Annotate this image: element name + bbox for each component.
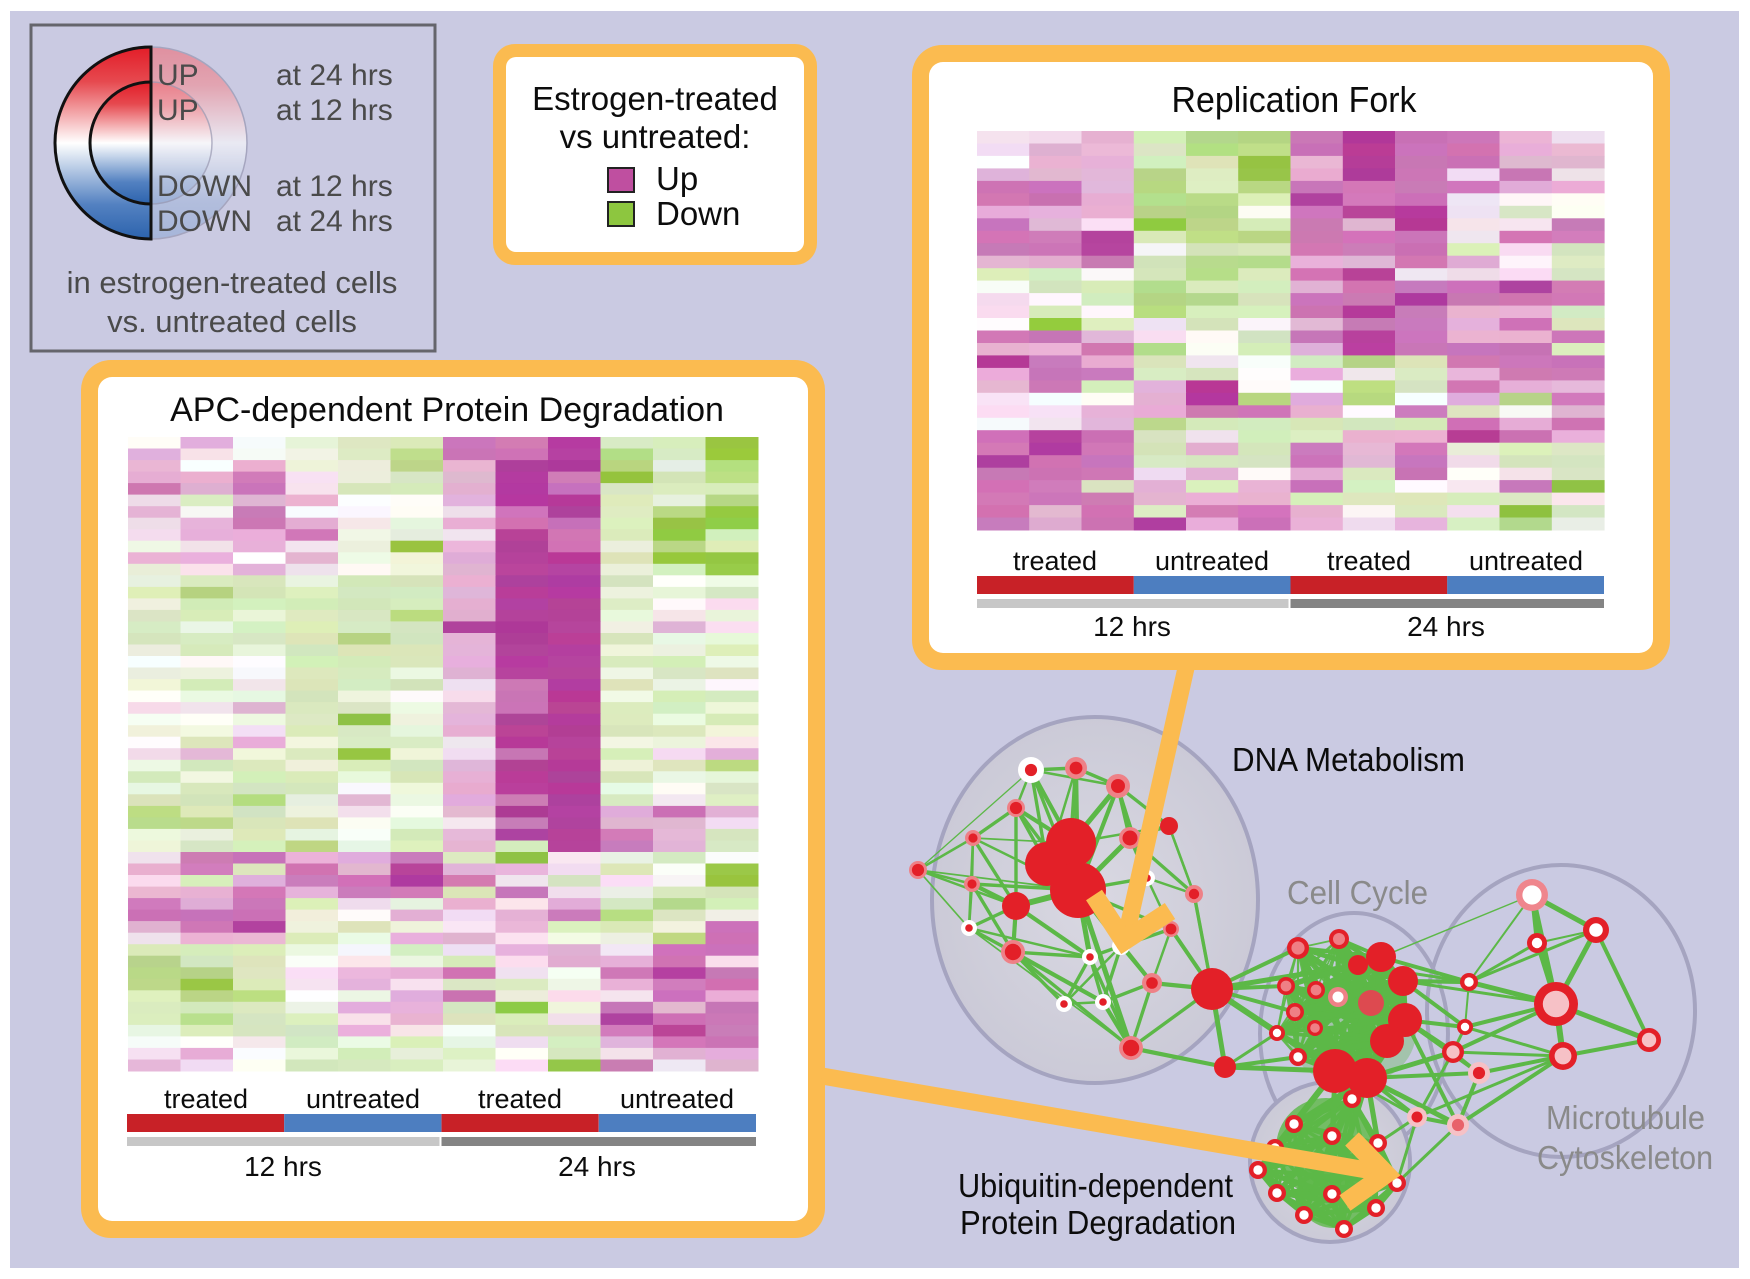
svg-text:untreated: untreated xyxy=(306,1084,420,1114)
svg-text:DNA Metabolism: DNA Metabolism xyxy=(1232,741,1465,778)
svg-text:Microtubule: Microtubule xyxy=(1546,1099,1705,1136)
svg-text:24 hrs: 24 hrs xyxy=(558,1151,636,1182)
svg-text:UP: UP xyxy=(157,94,199,127)
svg-text:untreated: untreated xyxy=(1155,546,1269,576)
svg-text:at 24 hrs: at 24 hrs xyxy=(276,205,393,238)
svg-text:treated: treated xyxy=(164,1084,248,1114)
svg-text:untreated: untreated xyxy=(1469,546,1583,576)
svg-text:DOWN: DOWN xyxy=(157,170,252,203)
svg-text:treated: treated xyxy=(1327,546,1411,576)
svg-text:Cell Cycle: Cell Cycle xyxy=(1287,874,1428,911)
svg-text:Replication Fork: Replication Fork xyxy=(1172,79,1418,120)
svg-text:at 12 hrs: at 12 hrs xyxy=(276,170,393,203)
svg-text:Up: Up xyxy=(656,160,698,197)
svg-text:at 24 hrs: at 24 hrs xyxy=(276,59,393,92)
svg-text:treated: treated xyxy=(478,1084,562,1114)
svg-text:12 hrs: 12 hrs xyxy=(244,1151,322,1182)
svg-text:APC-dependent Protein Degradat: APC-dependent Protein Degradation xyxy=(170,391,724,429)
svg-text:vs. untreated cells: vs. untreated cells xyxy=(107,304,357,339)
svg-text:UP: UP xyxy=(157,59,199,92)
svg-text:untreated: untreated xyxy=(620,1084,734,1114)
svg-text:at 12 hrs: at 12 hrs xyxy=(276,94,393,127)
svg-text:vs untreated:: vs untreated: xyxy=(560,118,751,155)
svg-text:Ubiquitin-dependent: Ubiquitin-dependent xyxy=(958,1167,1233,1204)
svg-text:in estrogen-treated cells: in estrogen-treated cells xyxy=(67,265,398,300)
svg-text:12 hrs: 12 hrs xyxy=(1093,611,1171,642)
svg-text:Down: Down xyxy=(656,195,740,232)
svg-text:DOWN: DOWN xyxy=(157,205,252,238)
svg-text:Protein Degradation: Protein Degradation xyxy=(960,1204,1236,1241)
svg-text:24 hrs: 24 hrs xyxy=(1407,611,1485,642)
svg-text:Cytoskeleton: Cytoskeleton xyxy=(1537,1139,1713,1176)
svg-text:treated: treated xyxy=(1013,546,1097,576)
svg-text:Estrogen-treated: Estrogen-treated xyxy=(532,80,778,117)
